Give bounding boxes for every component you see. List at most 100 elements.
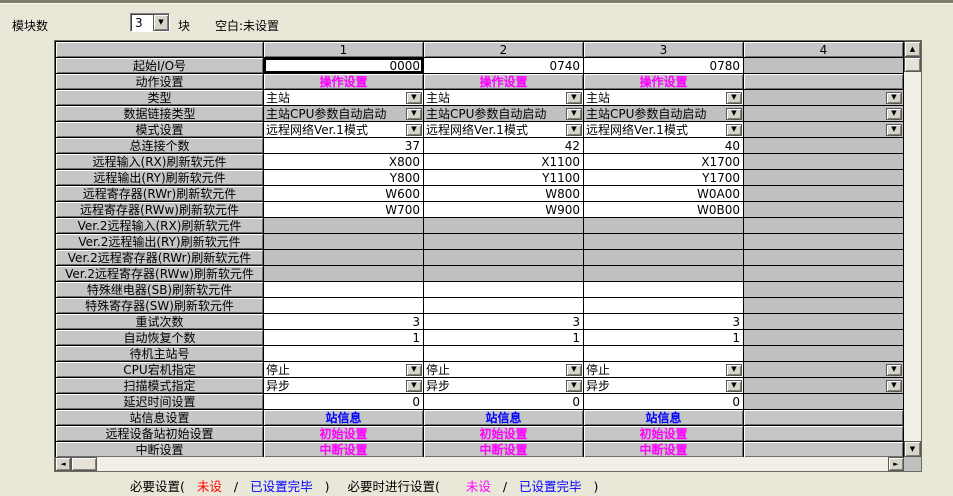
action-button[interactable]: 中断设置 bbox=[584, 442, 744, 458]
dropdown-arrow-icon[interactable]: ▼ bbox=[886, 91, 902, 104]
value-cell[interactable]: W0B00 bbox=[584, 202, 744, 218]
horizontal-scrollbar-thumb[interactable] bbox=[71, 457, 97, 471]
dropdown-arrow-icon[interactable]: ▼ bbox=[726, 107, 742, 120]
value-cell[interactable] bbox=[424, 346, 584, 362]
action-button[interactable]: 站信息 bbox=[584, 410, 744, 426]
value-cell[interactable] bbox=[584, 298, 744, 314]
dropdown-arrow-icon[interactable]: ▼ bbox=[406, 107, 422, 120]
row-label: 重试次数 bbox=[56, 314, 264, 330]
action-button[interactable]: 中断设置 bbox=[264, 442, 424, 458]
vertical-scrollbar-thumb[interactable] bbox=[904, 57, 921, 72]
dropdown-arrow-icon[interactable]: ▼ bbox=[566, 107, 582, 120]
dropdown-arrow-icon[interactable]: ▼ bbox=[726, 123, 742, 136]
value-cell[interactable]: 40 bbox=[584, 138, 744, 154]
vertical-scrollbar[interactable]: ▲ ▼ bbox=[904, 41, 921, 457]
horizontal-scrollbar[interactable]: ◄ ► bbox=[55, 457, 904, 471]
action-button[interactable]: 初始设置 bbox=[424, 426, 584, 442]
value-cell[interactable]: Y1700 bbox=[584, 170, 744, 186]
dropdown-arrow-icon[interactable]: ▼ bbox=[566, 363, 582, 376]
value-input-cell[interactable]: 0780 bbox=[584, 58, 744, 74]
dropdown-cell[interactable]: ▼ bbox=[744, 90, 904, 106]
value-cell[interactable]: 3 bbox=[264, 314, 424, 330]
value-cell[interactable] bbox=[424, 298, 584, 314]
scrollbar-right-button[interactable]: ► bbox=[888, 457, 904, 471]
value-input-cell[interactable]: 0000 bbox=[264, 58, 424, 74]
action-button[interactable]: 初始设置 bbox=[584, 426, 744, 442]
chevron-down-icon[interactable]: ▼ bbox=[153, 14, 169, 31]
value-cell[interactable]: W900 bbox=[424, 202, 584, 218]
value-cell[interactable]: X1100 bbox=[424, 154, 584, 170]
dropdown-arrow-icon[interactable]: ▼ bbox=[566, 123, 582, 136]
action-button[interactable]: 中断设置 bbox=[424, 442, 584, 458]
value-cell[interactable]: W700 bbox=[264, 202, 424, 218]
dropdown-arrow-icon[interactable]: ▼ bbox=[406, 123, 422, 136]
dropdown-cell[interactable]: 异步 ▼ bbox=[264, 378, 424, 394]
value-cell[interactable]: 1 bbox=[584, 330, 744, 346]
dropdown-cell[interactable]: ▼ bbox=[744, 106, 904, 122]
value-cell[interactable]: 1 bbox=[424, 330, 584, 346]
dropdown-arrow-icon[interactable]: ▼ bbox=[726, 379, 742, 392]
dropdown-cell[interactable]: 主站CPU参数自动启动 ▼ bbox=[264, 106, 424, 122]
dropdown-cell[interactable]: 主站 ▼ bbox=[584, 90, 744, 106]
dropdown-arrow-icon[interactable]: ▼ bbox=[886, 107, 902, 120]
module-count-select[interactable]: 3 ▼ bbox=[130, 13, 170, 32]
dropdown-cell[interactable]: 异步 ▼ bbox=[424, 378, 584, 394]
dropdown-cell[interactable]: 异步 ▼ bbox=[584, 378, 744, 394]
value-cell[interactable]: Y800 bbox=[264, 170, 424, 186]
dropdown-arrow-icon[interactable]: ▼ bbox=[886, 379, 902, 392]
dropdown-cell[interactable]: 主站CPU参数自动启动 ▼ bbox=[424, 106, 584, 122]
dropdown-cell[interactable]: 远程网络Ver.1模式 ▼ bbox=[424, 122, 584, 138]
action-button[interactable]: 初始设置 bbox=[264, 426, 424, 442]
value-cell[interactable] bbox=[424, 282, 584, 298]
action-button[interactable]: 操作设置 bbox=[424, 74, 584, 90]
value-cell[interactable]: 0 bbox=[264, 394, 424, 410]
dropdown-arrow-icon[interactable]: ▼ bbox=[886, 363, 902, 376]
scrollbar-up-button[interactable]: ▲ bbox=[904, 41, 921, 57]
value-cell[interactable]: 3 bbox=[584, 314, 744, 330]
value-cell[interactable] bbox=[264, 282, 424, 298]
dropdown-arrow-icon[interactable]: ▼ bbox=[566, 379, 582, 392]
value-cell[interactable]: 0 bbox=[424, 394, 584, 410]
dropdown-arrow-icon[interactable]: ▼ bbox=[726, 363, 742, 376]
value-cell[interactable]: Y1100 bbox=[424, 170, 584, 186]
dropdown-cell[interactable]: 远程网络Ver.1模式 ▼ bbox=[584, 122, 744, 138]
dropdown-cell[interactable]: 远程网络Ver.1模式 ▼ bbox=[264, 122, 424, 138]
value-cell[interactable]: W0A00 bbox=[584, 186, 744, 202]
value-cell[interactable]: 1 bbox=[264, 330, 424, 346]
dropdown-arrow-icon[interactable]: ▼ bbox=[406, 379, 422, 392]
value-cell[interactable]: 37 bbox=[264, 138, 424, 154]
value-cell[interactable]: 0 bbox=[584, 394, 744, 410]
scrollbar-left-button[interactable]: ◄ bbox=[55, 457, 71, 471]
value-cell[interactable] bbox=[264, 346, 424, 362]
value-cell[interactable]: W800 bbox=[424, 186, 584, 202]
action-button[interactable]: 站信息 bbox=[424, 410, 584, 426]
dropdown-cell[interactable]: 停止 ▼ bbox=[424, 362, 584, 378]
dropdown-arrow-icon[interactable]: ▼ bbox=[886, 123, 902, 136]
action-button[interactable]: 操作设置 bbox=[584, 74, 744, 90]
value-cell[interactable] bbox=[584, 282, 744, 298]
value-cell[interactable]: X1700 bbox=[584, 154, 744, 170]
dropdown-arrow-icon[interactable]: ▼ bbox=[406, 363, 422, 376]
dropdown-arrow-icon[interactable]: ▼ bbox=[726, 91, 742, 104]
dropdown-cell[interactable]: ▼ bbox=[744, 378, 904, 394]
dropdown-cell[interactable]: ▼ bbox=[744, 362, 904, 378]
action-button[interactable]: 操作设置 bbox=[264, 74, 424, 90]
value-cell[interactable]: W600 bbox=[264, 186, 424, 202]
dropdown-cell[interactable]: 主站 ▼ bbox=[424, 90, 584, 106]
dropdown-arrow-icon[interactable]: ▼ bbox=[406, 91, 422, 104]
dropdown-cell[interactable]: 主站CPU参数自动启动 ▼ bbox=[584, 106, 744, 122]
dropdown-cell[interactable]: 主站 ▼ bbox=[264, 90, 424, 106]
value-cell[interactable]: 3 bbox=[424, 314, 584, 330]
dropdown-cell[interactable]: 停止 ▼ bbox=[264, 362, 424, 378]
value-cell[interactable] bbox=[584, 346, 744, 362]
value-input-cell[interactable]: 0740 bbox=[424, 58, 584, 74]
dropdown-arrow-icon[interactable]: ▼ bbox=[566, 91, 582, 104]
dropdown-cell[interactable]: ▼ bbox=[744, 122, 904, 138]
value-cell[interactable]: 42 bbox=[424, 138, 584, 154]
empty-cell bbox=[744, 58, 904, 74]
dropdown-cell[interactable]: 停止 ▼ bbox=[584, 362, 744, 378]
action-button[interactable]: 站信息 bbox=[264, 410, 424, 426]
value-cell[interactable] bbox=[264, 298, 424, 314]
scrollbar-down-button[interactable]: ▼ bbox=[904, 441, 921, 457]
value-cell[interactable]: X800 bbox=[264, 154, 424, 170]
